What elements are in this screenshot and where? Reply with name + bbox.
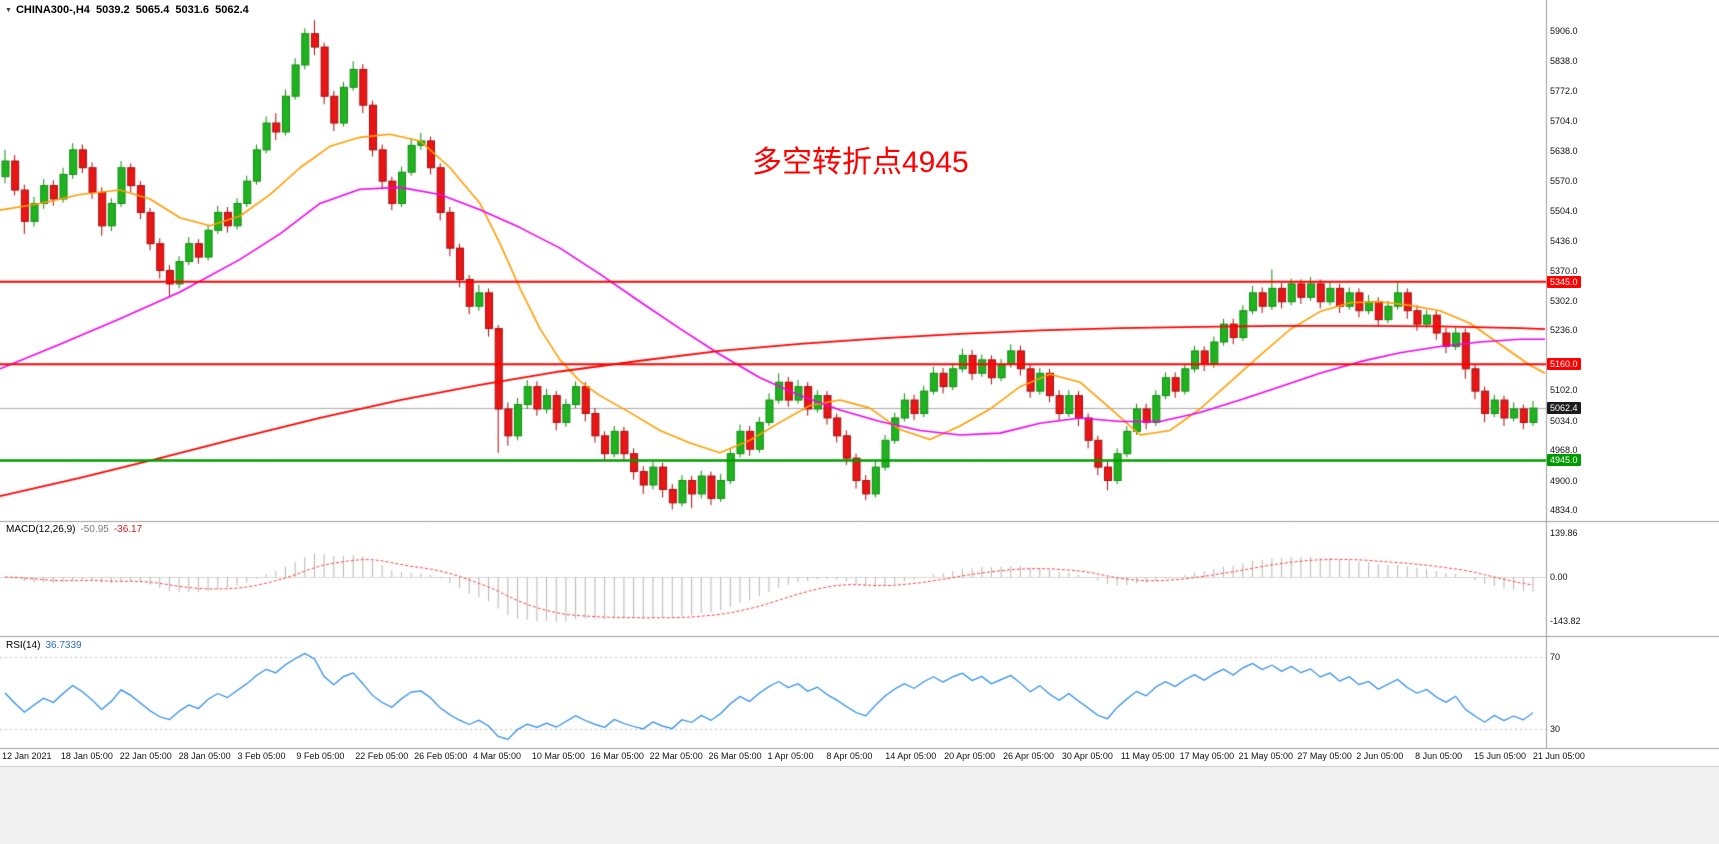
current-price-marker: 5062.4: [1547, 401, 1581, 414]
time-axis-label: 4 Mar 05:00: [473, 751, 522, 761]
price-axis-label: 5034.0: [1550, 415, 1578, 426]
ohlc-open: 5039.2: [95, 4, 130, 16]
price-line-marker: 5345.0: [1547, 275, 1581, 288]
time-axis-label: 8 Apr 05:00: [826, 751, 873, 761]
time-axis-label: 18 Jan 05:00: [60, 751, 113, 761]
time-axis-label: 26 Apr 05:00: [1002, 751, 1054, 761]
time-axis-label: 22 Mar 05:00: [649, 751, 703, 761]
rsi-axis-label: 70: [1550, 652, 1561, 662]
price-axis-label: 4968.0: [1550, 445, 1578, 456]
price-axis-label: 5436.0: [1550, 236, 1578, 246]
time-axis-label: 22 Feb 05:00: [355, 751, 409, 761]
macd-axis-label: 139.86: [1550, 528, 1578, 538]
ohlc-high: 5065.4: [135, 4, 170, 16]
time-axis-label: 22 Jan 05:00: [119, 751, 172, 761]
time-axis-label: 21 May 05:00: [1238, 751, 1294, 761]
macd-value-signal: -36.17: [113, 524, 143, 535]
price-axis-label: 5570.0: [1550, 176, 1578, 187]
ohlc-low: 5031.6: [175, 4, 210, 16]
time-axis-label: 11 May 05:00: [1120, 751, 1175, 761]
time-axis-label: 9 Feb 05:00: [296, 751, 345, 761]
macd-indicator-label: MACD(12,26,9) -50.95 -36.17: [6, 524, 142, 535]
macd-axis-label: -143.82: [1550, 616, 1581, 626]
macd-value-main: -50.95: [80, 524, 109, 535]
rsi-indicator-label: RSI(14) 36.7339: [6, 640, 82, 651]
time-axis-label: 8 Jun 05:00: [1415, 751, 1463, 761]
price-axis-label: 5236.0: [1550, 325, 1578, 336]
time-axis-label: 26 Feb 05:00: [414, 751, 468, 761]
time-axis-label: 26 Mar 05:00: [708, 751, 762, 761]
price-axis-label: 5504.0: [1550, 205, 1578, 216]
rsi-value: 36.7339: [45, 640, 82, 651]
price-axis-label: 5906.0: [1550, 26, 1578, 36]
time-axis-label: 27 May 05:00: [1297, 751, 1352, 761]
time-axis-label: 30 Apr 05:00: [1061, 751, 1113, 761]
time-axis-label: 2 Jun 05:00: [1356, 751, 1404, 761]
rsi-axis-label: 30: [1550, 724, 1561, 734]
price-axis-label: 5370.0: [1550, 265, 1578, 276]
macd-axis-label: 0.00: [1550, 572, 1568, 582]
price-line-marker: 5160.0: [1547, 358, 1581, 371]
time-axis-label: 15 Jun 05:00: [1474, 751, 1527, 761]
time-axis-label: 21 Jun 05:00: [1532, 751, 1585, 761]
time-axis-label: 10 Mar 05:00: [531, 751, 585, 761]
time-axis-label: 20 Apr 05:00: [944, 751, 996, 761]
price-axis-label: 5704.0: [1550, 116, 1578, 127]
price-axis-label: 5302.0: [1550, 295, 1578, 306]
price-axis-label: 5838.0: [1550, 56, 1578, 67]
price-line-marker: 4945.0: [1547, 454, 1581, 467]
symbol-label: CHINA300-,H4: [15, 4, 90, 16]
time-axis-label: 28 Jan 05:00: [178, 751, 231, 761]
time-axis-label: 12 Jan 2021: [2, 751, 52, 761]
time-axis-label: 1 Apr 05:00: [767, 751, 814, 761]
chart-title: ▼ CHINA300-,H4 5039.2 5065.4 5031.6 5062.…: [5, 4, 252, 16]
price-axis-label: 5772.0: [1550, 85, 1578, 96]
ohlc-close: 5062.4: [215, 4, 249, 16]
price-axis-label: 5102.0: [1550, 385, 1578, 396]
price-axis-label: 4834.0: [1550, 505, 1578, 515]
time-axis-label: 14 Apr 05:00: [885, 751, 937, 761]
price-axis-label: 4900.0: [1550, 475, 1578, 486]
annotation-text: 多空转折点4945: [752, 146, 969, 179]
macd-label: MACD(12,26,9): [6, 524, 76, 535]
bottom-panel: [0, 766, 1719, 844]
symbol-collapse-icon[interactable]: ▼: [5, 6, 12, 14]
time-axis-label: 16 Mar 05:00: [590, 751, 644, 761]
rsi-label: RSI(14): [6, 640, 41, 651]
price-axis-label: 5638.0: [1550, 145, 1578, 156]
time-axis-label: 3 Feb 05:00: [237, 751, 286, 761]
time-axis-label: 17 May 05:00: [1179, 751, 1235, 761]
